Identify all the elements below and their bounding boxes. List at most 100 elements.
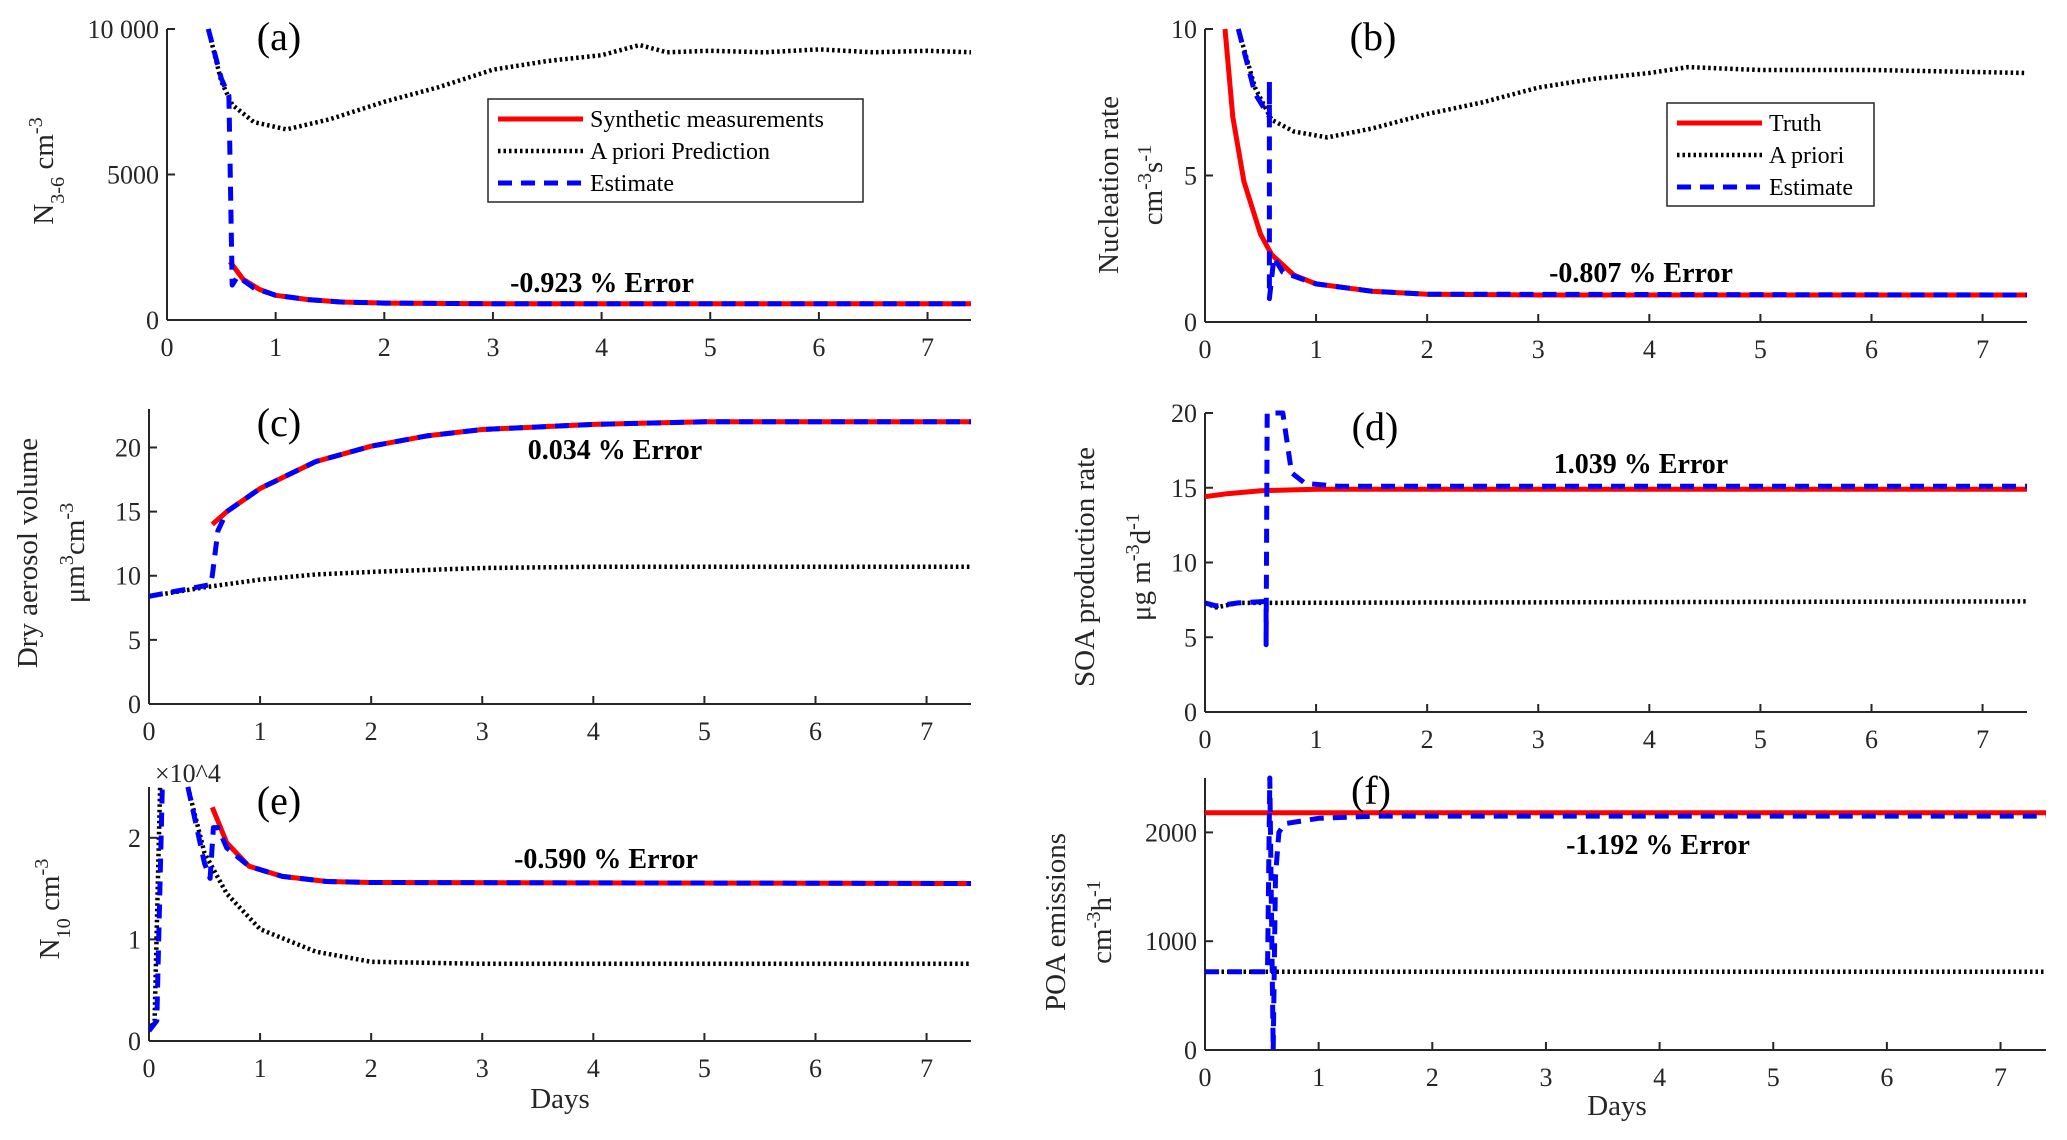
panel-e: 0 1 2 3 4 5 6 7 0 1 2 (e) -0.590 % Error N10 cm-3 Days xyxy=(31,778,971,1115)
x-tick-label: 5 xyxy=(704,333,717,362)
y-tick-label: 1 xyxy=(128,925,141,954)
y-axis-label: Dry aerosol volume xyxy=(12,438,44,668)
y-axis-label: POA emissions xyxy=(1040,833,1072,1011)
y-axis-label-part: Dry aerosol volume xyxy=(12,438,44,668)
panel-label: (b) xyxy=(1350,14,1397,59)
x-tick-label: 0 xyxy=(143,1054,156,1083)
x-tick-label: 3 xyxy=(476,717,489,746)
y-axis-label-part: -3 xyxy=(1122,544,1144,561)
x-tick-label: 4 xyxy=(1653,1063,1666,1092)
y-tick-label: 15 xyxy=(1171,474,1197,503)
y-axis-label: cm-3h-1 xyxy=(1083,880,1118,964)
legend: Synthetic measurements A priori Predictio… xyxy=(487,98,864,203)
y-axis-label-part: -3 xyxy=(25,117,47,134)
y-tick-label: 0 xyxy=(1184,308,1197,337)
panel-label: (f) xyxy=(1351,768,1391,813)
x-tick-label: 7 xyxy=(920,717,933,746)
y-axis-label-part: N xyxy=(34,938,66,959)
x-tick-label: 0 xyxy=(1199,1063,1212,1092)
y-axis-label-part: -3 xyxy=(56,503,78,520)
legend-entry: A priori xyxy=(1769,143,1845,169)
x-tick-label: 3 xyxy=(1532,335,1545,364)
legend-entry: Synthetic measurements xyxy=(590,107,824,133)
y-tick-label: 5 xyxy=(1184,623,1197,652)
x-tick-label: 2 xyxy=(1426,1063,1439,1092)
y-axis-label-part: -1 xyxy=(1122,513,1144,530)
x-tick-label: 7 xyxy=(1976,335,1989,364)
panel-c: 0 1 2 3 4 5 6 7 0 5 10 15 20 (c) 0.034 % Error Dry aero… xyxy=(12,400,971,746)
x-tick-label: 6 xyxy=(1880,1063,1893,1092)
x-tick-label: 0 xyxy=(1199,725,1212,754)
series-prior-line xyxy=(149,786,971,1032)
y-axis-label-part: μg m xyxy=(1125,561,1157,621)
series-est-line xyxy=(149,419,971,599)
panel-d: 0 1 2 3 4 5 6 7 0 5 10 15 20 (d) 1.039 % Error SOA prod… xyxy=(1069,399,2027,754)
x-tick-label: 1 xyxy=(269,333,282,362)
x-tick-label: 1 xyxy=(254,717,267,746)
x-tick-label: 7 xyxy=(921,333,934,362)
x-tick-label: 5 xyxy=(698,1054,711,1083)
y-axis-label-part: cm xyxy=(59,519,91,555)
y-multiplier: ×10^4 xyxy=(155,759,221,788)
series-est-line xyxy=(1205,410,2027,648)
series-prior-line xyxy=(149,564,971,599)
y-tick-label: 2000 xyxy=(1145,818,1197,847)
x-axis-label: Days xyxy=(530,1083,590,1115)
x-tick-label: 0 xyxy=(143,717,156,746)
x-tick-label: 7 xyxy=(920,1054,933,1083)
panel-label: (e) xyxy=(257,778,301,823)
y-tick-label: 10 xyxy=(1171,549,1197,578)
y-axis-label-part: Nucleation rate xyxy=(1093,96,1125,274)
y-axis-label: cm-3s-1 xyxy=(1134,145,1169,226)
panel-label: (c) xyxy=(257,400,301,445)
panel-a: 0 1 2 3 4 5 6 7 0 5000 10 000 (a) -0.923 % Error N3-6… xyxy=(25,14,971,362)
x-tick-label: 4 xyxy=(595,333,608,362)
error-annotation: -0.590 % Error xyxy=(514,844,698,875)
y-tick-label: 15 xyxy=(115,498,141,527)
legend-entry: Estimate xyxy=(1769,175,1853,201)
error-annotation: -1.192 % Error xyxy=(1566,830,1750,861)
y-axis-label-part: -1 xyxy=(1083,880,1105,897)
y-axis-label-part: cm xyxy=(28,134,60,177)
y-axis-label-part: -1 xyxy=(1134,145,1156,162)
series-est-line xyxy=(1235,28,2027,302)
y-axis-label-part: 3 xyxy=(56,555,78,565)
y-tick-label: 0 xyxy=(1184,698,1197,727)
y-axis-label-part: μm xyxy=(59,565,91,604)
x-tick-label: 4 xyxy=(1643,725,1656,754)
y-tick-label: 5000 xyxy=(107,161,159,190)
x-tick-label: 6 xyxy=(1865,335,1878,364)
x-tick-label: 5 xyxy=(698,717,711,746)
y-tick-label: 0 xyxy=(1184,1036,1197,1065)
y-tick-label: 2 xyxy=(128,824,141,853)
y-axis-label-part: -3 xyxy=(1083,912,1105,929)
series-prior-line xyxy=(1236,28,2027,140)
y-axis-label-part: cm xyxy=(1137,189,1169,225)
y-tick-label: 0 xyxy=(128,1027,141,1056)
legend-entry: A priori Prediction xyxy=(590,139,770,165)
x-tick-label: 6 xyxy=(809,1054,822,1083)
x-tick-label: 5 xyxy=(1767,1063,1780,1092)
series-est-line xyxy=(1205,775,2046,1050)
x-tick-label: 0 xyxy=(1199,335,1212,364)
x-tick-label: 6 xyxy=(812,333,825,362)
x-tick-label: 3 xyxy=(486,333,499,362)
series-est-line xyxy=(205,28,971,307)
y-tick-label: 10 000 xyxy=(88,15,160,44)
y-axis-label: SOA production rate xyxy=(1069,447,1101,687)
x-tick-label: 2 xyxy=(1421,725,1434,754)
panel-f: 0 1 2 3 4 5 6 7 0 1000 2000 (f) -1.192 % Error POA em… xyxy=(1040,768,2046,1122)
legend: Truth A priori Estimate xyxy=(1666,102,1875,207)
series-prior-line xyxy=(1205,599,2027,610)
x-tick-label: 4 xyxy=(587,1054,600,1083)
x-tick-label: 2 xyxy=(365,717,378,746)
y-tick-label: 10 xyxy=(115,562,141,591)
y-axis-label-part: d xyxy=(1125,529,1157,544)
series-est-line xyxy=(149,786,971,1033)
error-annotation: 0.034 % Error xyxy=(528,435,702,466)
panel-label: (d) xyxy=(1352,404,1399,449)
x-tick-label: 4 xyxy=(1643,335,1656,364)
error-annotation: -0.807 % Error xyxy=(1549,258,1733,289)
x-tick-label: 3 xyxy=(1539,1063,1552,1092)
y-tick-label: 20 xyxy=(1171,399,1197,428)
